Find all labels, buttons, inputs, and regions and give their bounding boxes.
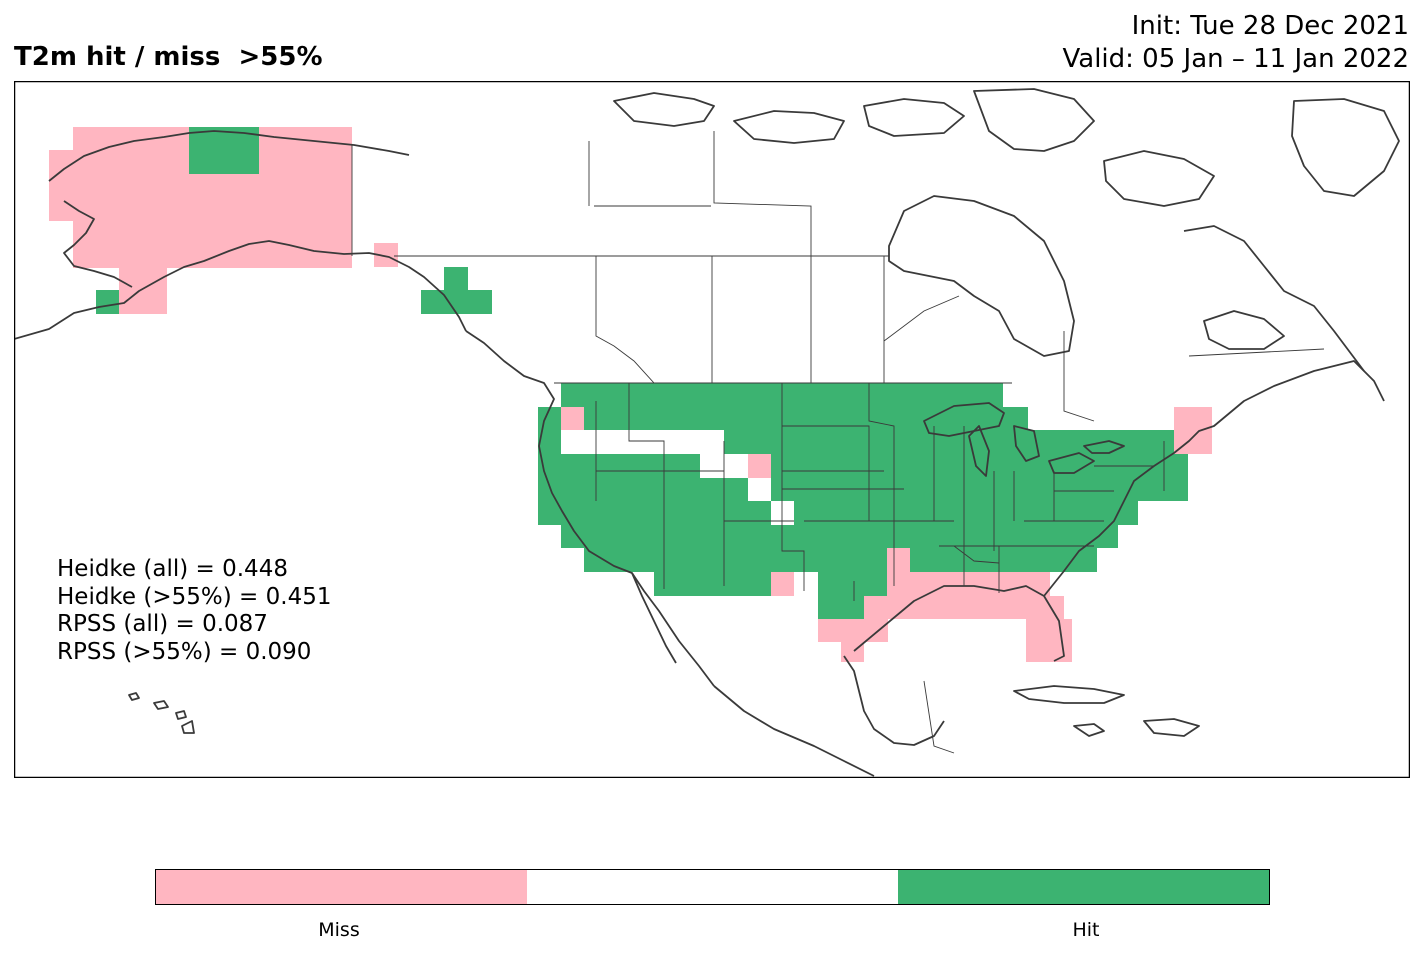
grid-cells (49, 127, 1212, 662)
rpss-all: RPSS (all) = 0.087 (57, 611, 268, 637)
heidke-55: Heidke (>55%) = 0.451 (57, 583, 332, 610)
init-date: Init: Tue 28 Dec 2021 (1131, 11, 1409, 41)
map-panel (14, 81, 1410, 778)
political-borders (351, 131, 1325, 754)
rpss-55: RPSS (>55%) = 0.090 (57, 638, 312, 665)
map-title: T2m hit / miss >55% (14, 42, 323, 72)
colorbar-neutral-segment (526, 870, 898, 904)
valid-range: Valid: 05 Jan – 11 Jan 2022 (1062, 44, 1410, 74)
date-info: Init: Tue 28 Dec 2021 Valid: 05 Jan – 11… (1063, 10, 1410, 76)
colorbar-label-hit: Hit (1072, 919, 1100, 941)
heidke-all: Heidke (all) = 0.448 (57, 556, 288, 582)
coastlines (14, 88, 1400, 777)
map-frame (14, 81, 1410, 778)
skill-scores: Heidke (all) = 0.448 Heidke (>55%) = 0.4… (57, 556, 331, 666)
colorbar-label-miss: Miss (318, 919, 360, 941)
colorbar (155, 869, 1270, 905)
colorbar-hit-segment (898, 870, 1269, 904)
colorbar-miss-segment (156, 870, 527, 904)
